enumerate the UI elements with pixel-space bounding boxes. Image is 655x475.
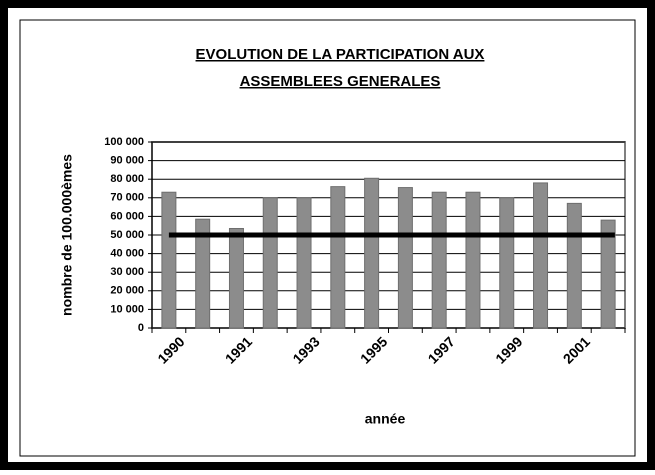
x-axis-title: année bbox=[365, 411, 406, 427]
y-tick-label: 30 000 bbox=[110, 266, 144, 278]
y-tick-label: 20 000 bbox=[110, 285, 144, 297]
bar bbox=[330, 186, 346, 329]
y-axis-title: nombre de 100.000èmes bbox=[59, 154, 75, 316]
y-tick-label: 0 bbox=[138, 322, 144, 334]
bar bbox=[364, 177, 380, 329]
chart-title: EVOLUTION DE LA PARTICIPATION AUX ASSEMBL… bbox=[196, 46, 485, 90]
bar bbox=[533, 182, 549, 329]
y-tick-label: 40 000 bbox=[110, 248, 144, 260]
bar bbox=[161, 191, 177, 329]
y-tick-label: 10 000 bbox=[110, 303, 144, 315]
bar bbox=[228, 227, 244, 329]
y-tick-label: 60 000 bbox=[110, 210, 144, 222]
bar bbox=[262, 197, 278, 329]
bar bbox=[397, 187, 413, 329]
bar bbox=[465, 191, 481, 329]
bar bbox=[566, 202, 582, 329]
bar bbox=[600, 219, 616, 329]
y-tick-label: 90 000 bbox=[110, 155, 144, 167]
y-tick-label: 70 000 bbox=[110, 192, 144, 204]
y-tick-label: 100 000 bbox=[104, 136, 144, 148]
bar bbox=[296, 197, 312, 329]
y-tick-label: 50 000 bbox=[110, 229, 144, 241]
bar bbox=[499, 197, 515, 329]
y-tick-label: 80 000 bbox=[110, 173, 144, 185]
bar bbox=[195, 218, 211, 329]
bar bbox=[431, 191, 447, 329]
